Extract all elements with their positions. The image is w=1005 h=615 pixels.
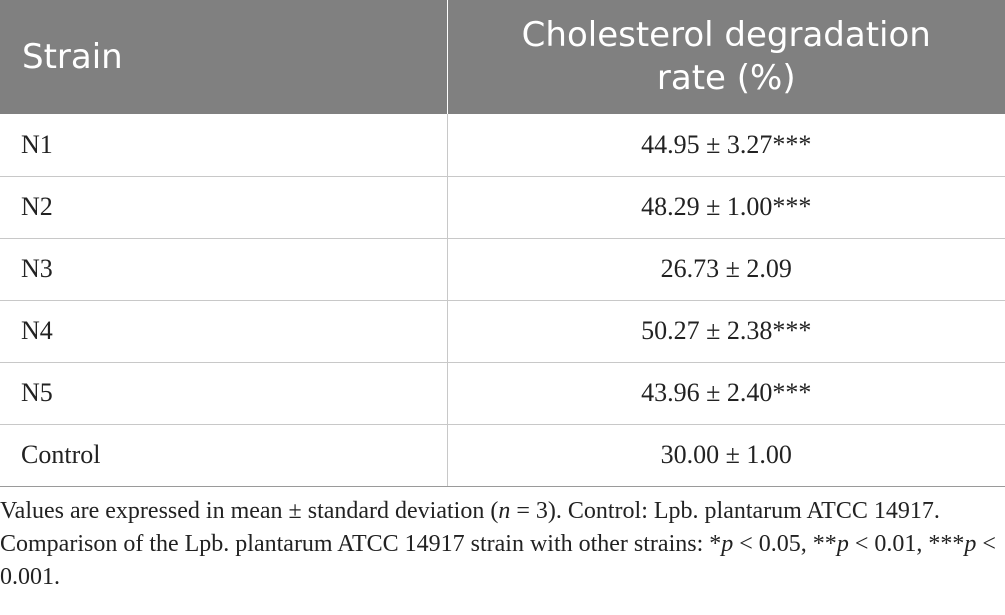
- data-table-container: Strain Cholesterol degradation rate (%) …: [0, 0, 1005, 487]
- header-strain: Strain: [0, 0, 448, 114]
- footnote-italic-p: p: [964, 531, 977, 557]
- table-row: N4 50.27 ± 2.38***: [0, 300, 1005, 363]
- table-row: N5 43.96 ± 2.40***: [0, 362, 1005, 425]
- table-row: Control 30.00 ± 1.00: [0, 424, 1005, 487]
- cell-strain: N5: [0, 362, 448, 425]
- header-degradation-rate: Cholesterol degradation rate (%): [521, 15, 931, 98]
- cell-degradation-rate: 44.95 ± 3.27***: [447, 114, 1005, 177]
- footnote-text: < 0.05, **: [733, 531, 837, 557]
- table-row: N2 48.29 ± 1.00***: [0, 176, 1005, 239]
- cell-degradation-rate: 43.96 ± 2.40***: [447, 362, 1005, 425]
- footnote-text: Values are expressed in mean ± standard …: [0, 498, 499, 524]
- cell-degradation-rate: 50.27 ± 2.38***: [447, 300, 1005, 363]
- cell-strain: Control: [0, 424, 448, 487]
- footnote-italic-n: n: [498, 498, 511, 524]
- table-footnote: Values are expressed in mean ± standard …: [0, 495, 1000, 594]
- table-row: N1 44.95 ± 3.27***: [0, 114, 1005, 177]
- footnote-text: = 3). Control: Lpb. plantarum ATCC 14917…: [0, 498, 940, 557]
- cholesterol-degradation-table: Strain Cholesterol degradation rate (%) …: [0, 0, 1005, 487]
- footnote-italic-p: p: [721, 531, 734, 557]
- cell-strain: N2: [0, 176, 448, 239]
- footnote-text: < 0.001.: [0, 531, 996, 590]
- cell-strain: N3: [0, 238, 448, 301]
- table-row: N3 26.73 ± 2.09: [0, 238, 1005, 301]
- cell-degradation-rate: 30.00 ± 1.00: [447, 424, 1005, 487]
- cell-strain: N1: [0, 114, 448, 177]
- cell-strain: N4: [0, 300, 448, 363]
- footnote-text: < 0.01, ***: [848, 531, 965, 557]
- cell-degradation-rate: 26.73 ± 2.09: [447, 238, 1005, 301]
- table-header-row: Strain Cholesterol degradation rate (%): [0, 0, 1005, 114]
- footnote-italic-p: p: [836, 531, 849, 557]
- cell-degradation-rate: 48.29 ± 1.00***: [447, 176, 1005, 239]
